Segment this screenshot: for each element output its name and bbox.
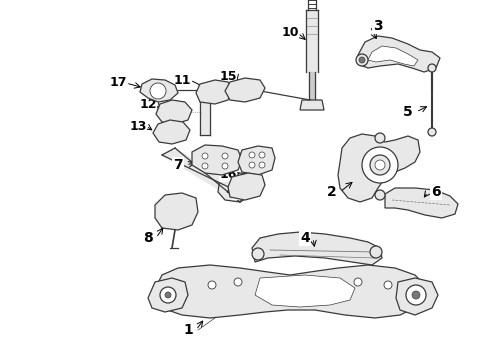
Circle shape <box>249 162 255 168</box>
Circle shape <box>222 163 228 169</box>
Circle shape <box>428 128 436 136</box>
Text: 8: 8 <box>143 231 153 245</box>
Circle shape <box>259 162 265 168</box>
Circle shape <box>202 153 208 159</box>
Polygon shape <box>385 188 458 218</box>
Circle shape <box>428 64 436 72</box>
Circle shape <box>406 285 426 305</box>
Text: 7: 7 <box>173 158 183 172</box>
Circle shape <box>370 246 382 258</box>
Circle shape <box>252 248 264 260</box>
Circle shape <box>222 153 228 159</box>
Polygon shape <box>200 88 210 135</box>
Circle shape <box>362 147 398 183</box>
Polygon shape <box>338 134 420 202</box>
Polygon shape <box>140 79 178 102</box>
Polygon shape <box>148 278 188 312</box>
Circle shape <box>208 281 216 289</box>
Polygon shape <box>228 173 265 200</box>
Text: 9: 9 <box>233 185 243 199</box>
Polygon shape <box>255 275 355 307</box>
Polygon shape <box>252 232 382 265</box>
Polygon shape <box>358 36 440 72</box>
Polygon shape <box>162 148 245 202</box>
Text: 4: 4 <box>300 231 310 245</box>
Polygon shape <box>156 100 192 124</box>
Text: 12: 12 <box>139 98 157 111</box>
Polygon shape <box>155 193 198 230</box>
Circle shape <box>249 152 255 158</box>
Circle shape <box>234 278 242 286</box>
Circle shape <box>359 57 365 63</box>
Polygon shape <box>218 172 255 202</box>
Circle shape <box>384 281 392 289</box>
Polygon shape <box>396 278 438 315</box>
Text: 10: 10 <box>281 27 299 40</box>
Text: 17: 17 <box>109 77 127 90</box>
Text: 5: 5 <box>403 105 413 119</box>
Text: 3: 3 <box>373 19 383 33</box>
Circle shape <box>150 83 166 99</box>
Circle shape <box>229 181 243 195</box>
Circle shape <box>375 190 385 200</box>
Circle shape <box>259 152 265 158</box>
Polygon shape <box>368 46 418 66</box>
Circle shape <box>375 160 385 170</box>
Circle shape <box>160 287 176 303</box>
Text: 14: 14 <box>229 149 247 162</box>
Polygon shape <box>300 100 324 110</box>
Polygon shape <box>225 78 265 102</box>
Polygon shape <box>152 265 425 318</box>
Text: 16: 16 <box>220 168 237 181</box>
Text: 15: 15 <box>219 69 237 82</box>
Text: 13: 13 <box>129 120 147 132</box>
Circle shape <box>165 292 171 298</box>
Circle shape <box>202 163 208 169</box>
Circle shape <box>354 278 362 286</box>
Polygon shape <box>238 146 275 175</box>
Text: 6: 6 <box>431 185 441 199</box>
Text: 11: 11 <box>173 73 191 86</box>
Circle shape <box>356 54 368 66</box>
Text: 2: 2 <box>327 185 337 199</box>
Polygon shape <box>153 120 190 144</box>
Circle shape <box>412 291 420 299</box>
Circle shape <box>370 155 390 175</box>
Polygon shape <box>196 80 232 104</box>
Circle shape <box>375 133 385 143</box>
Polygon shape <box>192 145 242 175</box>
Text: 1: 1 <box>183 323 193 337</box>
